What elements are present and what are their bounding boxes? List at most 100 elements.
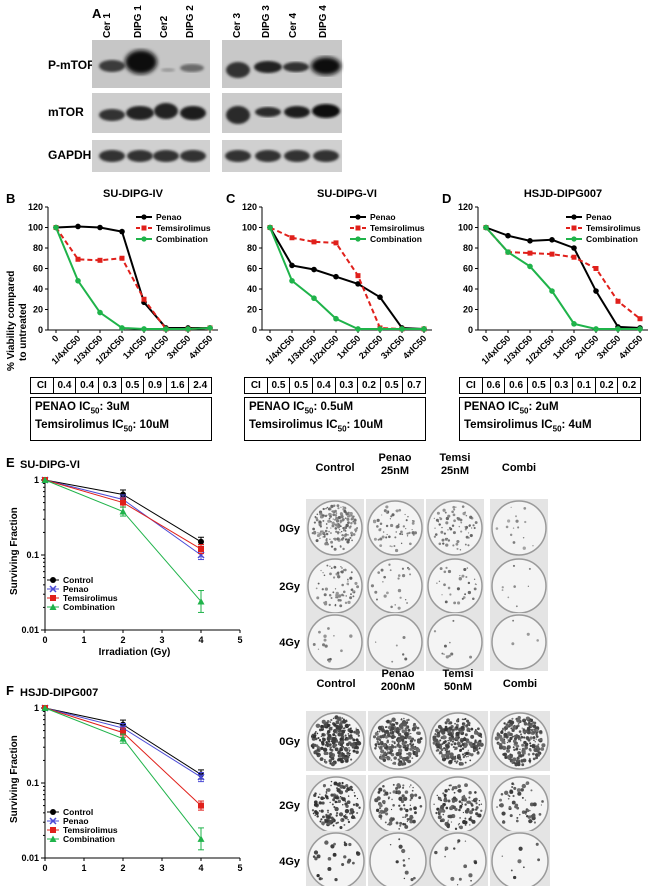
colony [329,657,332,661]
data-point [120,499,126,506]
colony [405,721,409,724]
colony [322,643,326,647]
data-point [571,245,577,251]
colony [435,730,438,733]
colony [332,518,335,520]
y-tick-label: 20 [463,305,473,315]
colony [444,855,446,858]
colony [537,743,540,746]
colony [454,737,459,742]
colony [444,747,448,750]
colony [513,725,519,730]
colony [331,819,334,822]
colony [385,745,389,749]
colony [392,790,396,794]
colony [443,793,447,798]
colony [344,734,347,737]
colony [461,798,465,802]
legend-label: Combination [63,834,115,844]
colony [336,739,339,742]
colony [443,747,446,750]
colony [337,717,341,721]
data-point [75,278,81,284]
colony [444,800,446,802]
colony [315,803,319,808]
colony [404,757,406,759]
colony [355,746,360,750]
plate-square [428,831,488,886]
colony [464,528,467,531]
colony [334,604,337,607]
colony [331,818,334,820]
colony [379,537,383,541]
colony [316,748,321,753]
colony [331,755,335,759]
panel-letter-F: F [6,683,14,698]
colony [501,586,504,589]
colony [459,737,465,743]
colony [343,815,346,818]
colony [316,806,318,808]
colony [505,525,509,529]
colony [344,815,348,820]
colony [320,724,324,729]
colony [526,737,530,741]
plate-square [368,831,428,886]
colony [515,759,519,763]
colony [411,531,415,535]
colony [326,822,330,827]
colony [517,736,522,741]
colony [523,752,526,755]
colony [344,526,347,529]
colony [319,515,323,519]
x-tick-label: 4 [198,863,203,873]
colony [448,761,452,764]
colony [412,749,415,753]
colony [335,787,339,790]
colony [390,724,394,728]
colony [447,821,449,823]
colony [517,751,522,755]
viability-chart-1: SU-DIPG-IV02040608010012001/4xIC501/3xIC… [28,188,218,366]
colony [412,743,415,746]
colony [316,513,319,516]
colony [325,819,329,823]
colony [535,729,539,734]
colony [382,531,385,533]
colony [529,810,531,812]
colony [528,759,532,763]
colony [328,507,332,511]
colony [465,514,468,517]
colony [316,723,321,728]
colony [338,743,341,746]
colony [447,742,451,745]
colony [317,534,320,537]
colony [509,754,512,757]
colony [380,750,383,753]
colony [322,536,324,538]
colony [468,801,472,804]
colony [411,739,413,741]
colony [333,781,338,786]
colony [454,726,459,731]
colony [387,823,389,826]
colony [479,742,483,745]
ci-value: 0.1 [572,378,595,393]
data-point [637,326,643,332]
colony [518,846,523,851]
colony [498,745,503,750]
colony [400,762,405,766]
colony [467,544,470,547]
colony [324,744,328,747]
colony [338,782,341,785]
colony [326,731,330,735]
colony [516,760,521,765]
colony [315,731,317,733]
colony [391,817,395,821]
y-tick-label: 40 [33,284,43,294]
colony [470,727,474,731]
colony [402,636,406,640]
colony [461,798,465,802]
colony [392,783,395,786]
